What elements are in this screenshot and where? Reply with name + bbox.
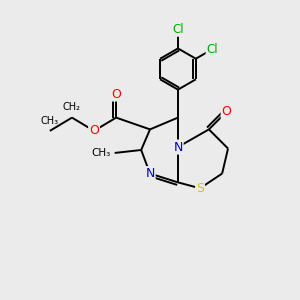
- Text: N: N: [173, 141, 183, 154]
- Text: CH₃: CH₃: [41, 116, 59, 126]
- Text: CH₃: CH₃: [91, 148, 110, 158]
- Text: S: S: [196, 182, 204, 195]
- Text: N: N: [145, 167, 155, 180]
- Text: O: O: [89, 124, 99, 137]
- Text: CH₂: CH₂: [63, 102, 81, 112]
- Text: Cl: Cl: [207, 43, 218, 56]
- Text: O: O: [111, 88, 121, 100]
- Text: O: O: [222, 105, 232, 118]
- Text: Cl: Cl: [172, 23, 184, 36]
